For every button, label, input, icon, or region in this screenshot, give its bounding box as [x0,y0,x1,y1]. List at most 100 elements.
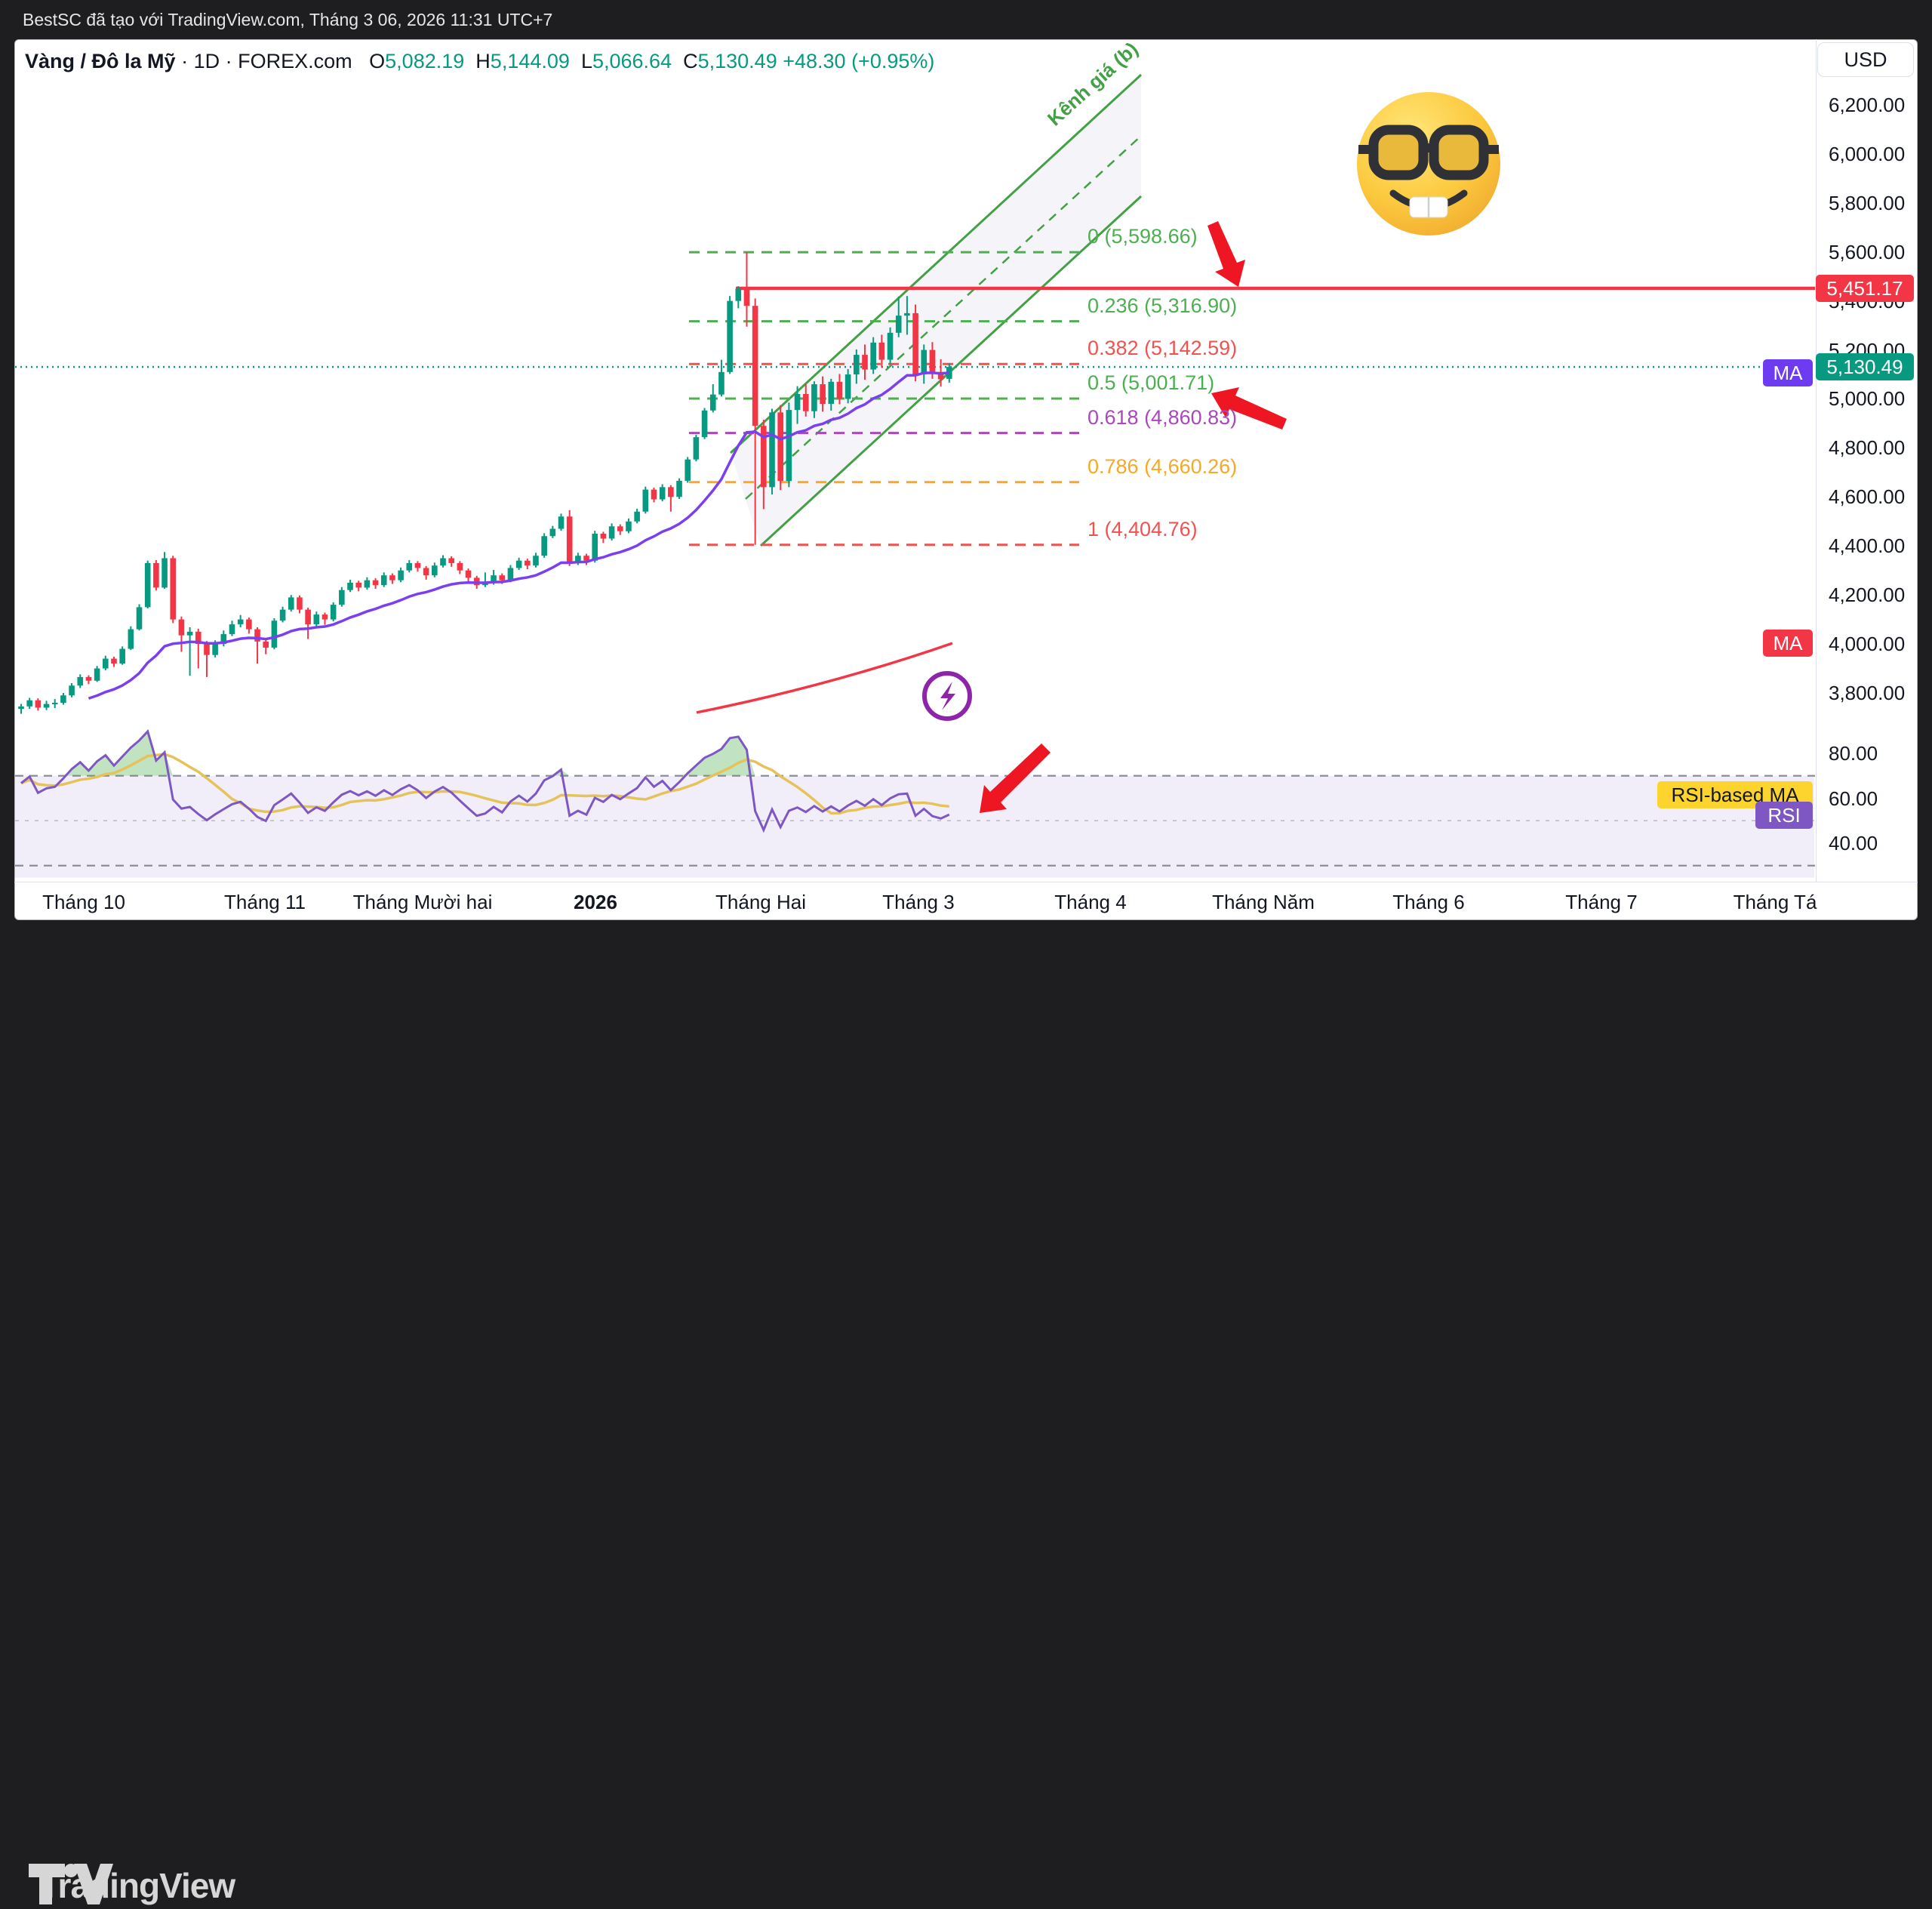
last-price-badge[interactable]: 5,130.49 [1816,353,1914,381]
candle-body [153,562,159,588]
price-chart-svg[interactable]: Kênh giá (b) [0,0,1932,1007]
symbol-name[interactable]: Vàng / Đô la Mỹ [25,50,176,72]
candle-body [727,300,733,372]
candle-body [659,487,666,500]
candle-body [380,575,387,586]
price-axis-separator [1816,39,1817,882]
time-tick[interactable]: Tháng Mười hai [352,891,493,913]
ohlc-low: L5,066.64 [580,50,672,72]
footer-bar: TradingView [0,920,1932,1905]
candle-body [761,426,767,488]
price-tick: 4,200.00 [1829,583,1906,607]
candle-body [254,629,260,642]
candle-body [347,582,353,590]
candle-body [237,619,244,625]
interval[interactable]: 1D [193,50,220,72]
red-arrow-2 [1211,387,1287,430]
price-tick: 5,000.00 [1829,387,1906,411]
red-arrow-1 [1208,221,1245,287]
candle-body [271,620,278,648]
candle-body [752,306,758,426]
price-tick: 6,000.00 [1829,142,1906,165]
time-tick[interactable]: Tháng Tá [1733,891,1817,913]
candle-body [457,562,463,571]
candle-body [549,528,556,537]
candle-body [912,313,918,375]
rsi-tick: 80.00 [1829,742,1878,765]
tradingview-logo[interactable]: TradingView [27,1862,235,1909]
candle-body [313,614,320,625]
candle-body [895,316,902,333]
candle-body [220,634,227,645]
candle-body [929,349,936,372]
candle-body [432,565,438,576]
candle-body [398,570,404,580]
time-tick[interactable]: Tháng 3 [882,891,955,913]
price-tick: 4,800.00 [1829,436,1906,460]
candle-body [414,562,421,568]
time-tick[interactable]: Tháng 6 [1392,891,1465,913]
price-channel-fill [731,75,1141,546]
candle-body [204,644,210,655]
candle-body [515,560,522,568]
candle-body [937,371,944,380]
time-tick[interactable]: Tháng 4 [1054,891,1127,913]
candle-body [94,668,100,681]
currency-button[interactable]: USD [1817,42,1914,77]
candle-body [617,526,623,531]
candle-body [541,536,547,556]
candle-body [575,556,581,563]
price-tick: 4,400.00 [1829,534,1906,558]
time-tick[interactable]: Tháng Năm [1212,891,1315,913]
candle-body [18,706,24,710]
time-tick[interactable]: Tháng 7 [1565,891,1638,913]
candle-body [229,624,235,635]
candle-body [533,556,539,566]
candle-body [103,658,109,669]
candle-body [43,704,50,708]
candle-body [718,371,724,395]
attribution-text: BestSC đã tạo với TradingView.com, Tháng… [23,10,553,29]
rsi-line [20,728,950,833]
candle-body [887,332,894,360]
candle-body [642,489,649,512]
channel-middle-line [745,135,1142,500]
red-arrow-3 [980,744,1051,813]
time-tick[interactable]: Tháng 10 [42,891,125,913]
separator-dot: · [181,50,194,72]
price-tick: 4,600.00 [1829,485,1906,509]
ohlc-close: C5,130.49 [683,50,777,72]
candle-body [828,381,835,404]
channel-upper-line [729,73,1143,454]
candle-body [389,575,395,580]
candle-body [297,597,303,610]
exchange-name[interactable]: FOREX.com [238,50,352,72]
alert-price-badge[interactable]: 5,451.17 [1816,275,1914,303]
candle-body [26,700,32,707]
candle-body [178,619,185,636]
change-value: +48.30 (+0.95%) [783,50,935,72]
rsi-tick: 40.00 [1829,832,1878,854]
candle-body [878,342,885,360]
candle-body [786,410,792,482]
chart-card [14,39,1918,920]
candle-body [406,562,413,571]
candle-body [440,558,446,566]
nerd-emoji [1357,92,1500,236]
slow-ma-badge[interactable]: MA [1763,630,1813,657]
time-tick[interactable]: 2026 [574,891,617,913]
candle-body [904,313,910,316]
fast-ma-badge[interactable]: MA [1763,359,1813,386]
candle-body [465,570,472,578]
rsi-badge[interactable]: RSI [1755,801,1813,829]
time-tick[interactable]: Tháng Hai [715,891,806,913]
fib-label-0.618: 0.618 (4,860.83) [1088,405,1238,429]
fast-ma-line [88,371,949,700]
candle-body [162,558,168,588]
candle-body [111,658,117,664]
candle-body [51,702,58,704]
candle-body [507,568,514,580]
time-tick[interactable]: Tháng 11 [224,891,306,913]
candle-body [491,575,497,583]
candle-body [668,487,674,497]
